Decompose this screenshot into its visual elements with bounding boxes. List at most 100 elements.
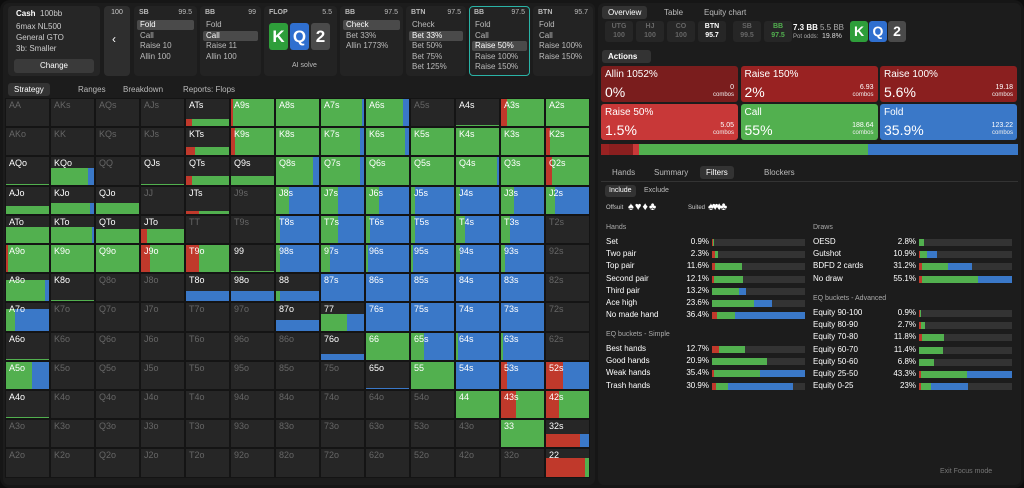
filter-label[interactable]: Equity 0-25 [813,381,854,391]
filter-label[interactable]: Trash hands [606,380,651,390]
hand-cell[interactable] [140,98,185,128]
hand-cell[interactable] [50,302,95,332]
hand-cell[interactable] [50,360,95,390]
hand-cell[interactable] [95,302,140,332]
hand-cell[interactable] [365,390,410,420]
action-option[interactable]: Check [343,20,400,30]
action-column[interactable] [469,6,530,76]
hand-cell[interactable] [365,419,410,449]
hand-cell[interactable] [230,331,275,361]
offsuit-suits[interactable]: ♠♥♦♣ [628,201,658,213]
hand-cell[interactable] [95,273,140,303]
hand-cell[interactable] [5,419,50,449]
sub-tab[interactable]: Summary [654,168,689,177]
filter-label[interactable]: OESD [813,237,836,246]
action-column[interactable] [200,6,261,76]
position-box[interactable] [605,21,633,42]
hand-cell[interactable] [185,185,230,215]
hand-cell[interactable] [5,390,50,420]
hand-cell[interactable] [95,360,140,390]
filter-label[interactable]: Second pair [606,273,649,283]
hand-cell[interactable] [95,156,140,186]
hand-cell[interactable] [50,127,95,157]
action-option[interactable]: Bet 50% [412,41,443,51]
hand-cell[interactable] [140,273,185,303]
hand-cell[interactable] [455,448,500,478]
hand-cell[interactable] [320,419,365,449]
hand-cell[interactable] [5,156,50,186]
action-option[interactable]: Bet 33% [409,30,463,41]
hand-cell[interactable] [185,331,230,361]
filter-label[interactable]: Equity 25-50 [813,369,858,378]
hand-cell[interactable] [140,331,185,361]
hand-cell[interactable] [410,98,455,128]
hand-cell[interactable] [230,419,275,449]
hand-cell[interactable] [230,390,275,420]
filter-label[interactable]: Weak hands [606,368,651,378]
action-card[interactable] [601,66,738,102]
hand-cell[interactable] [5,127,50,157]
change-button[interactable]: Change [14,59,94,73]
action-card[interactable] [740,104,878,140]
position-box[interactable] [667,21,695,42]
hand-cell[interactable] [545,244,590,274]
action-option[interactable]: Allin 100 [206,51,237,61]
hand-cell[interactable] [185,390,230,420]
hand-cell[interactable] [455,419,500,449]
position-box[interactable] [733,21,761,42]
sub-tab[interactable]: Blockers [764,168,795,177]
filter-label[interactable]: Two pair [606,249,637,259]
hand-cell[interactable] [230,185,275,215]
hand-cell[interactable] [95,331,140,361]
right-tab[interactable]: Table [664,8,684,17]
hand-cell[interactable] [140,185,185,215]
action-card[interactable] [880,66,1017,102]
hand-cell[interactable] [275,419,320,449]
action-card[interactable] [880,104,1017,140]
action-option[interactable]: Fold [137,20,194,30]
action-option[interactable]: Allin 1773% [346,41,389,51]
hand-cell[interactable] [50,273,95,303]
hand-cell[interactable] [140,448,185,478]
filter-label[interactable]: Equity 50-60 [813,356,858,366]
hand-cell[interactable] [275,331,320,361]
hand-cell[interactable] [95,419,140,449]
hand-cell[interactable] [185,302,230,332]
left-tab[interactable]: Strategy [8,83,50,96]
hand-cell[interactable] [5,448,50,478]
action-card[interactable] [601,104,738,140]
action-card[interactable] [740,66,878,102]
action-option[interactable]: Call [475,30,489,40]
hand-cell[interactable] [50,98,95,128]
right-tab[interactable]: Overview [602,6,648,19]
action-option[interactable]: Raise 100% [475,51,519,61]
hand-cell[interactable] [185,214,230,244]
filter-label[interactable]: No draw [813,273,843,283]
action-option[interactable]: Raise 150% [475,62,519,72]
hand-cell[interactable] [275,390,320,420]
hand-cell[interactable] [320,360,365,390]
action-column[interactable] [134,6,197,76]
position-box[interactable] [636,21,664,42]
hand-cell[interactable] [500,448,545,478]
hand-cell[interactable] [230,360,275,390]
hand-cell[interactable] [230,448,275,478]
action-option[interactable]: Check [412,20,435,29]
action-column[interactable] [406,6,466,76]
hand-cell[interactable] [545,331,590,361]
action-column[interactable] [533,6,593,76]
action-column[interactable] [340,6,403,76]
hand-cell[interactable] [230,214,275,244]
hand-cell[interactable] [455,98,500,128]
hand-cell[interactable] [230,244,275,274]
hand-cell[interactable] [230,302,275,332]
exit-focus[interactable]: Exit Focus mode [940,468,993,475]
sub-tab[interactable]: Hands [612,168,636,177]
filter-label[interactable]: Equity 90-100 [813,308,863,317]
hand-cell[interactable] [320,448,365,478]
hand-cell[interactable] [50,390,95,420]
back-arrow[interactable]: ‹ [112,32,116,46]
action-option[interactable]: Raise 11 [206,41,237,51]
filter-label[interactable]: Equity 60-70 [813,344,858,354]
filter-toggle[interactable]: Exclude [644,187,669,194]
